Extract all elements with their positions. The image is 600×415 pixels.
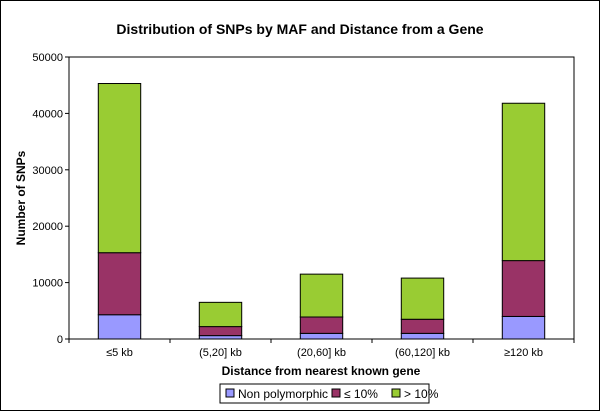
bar-segment [501, 315, 546, 340]
y-axis-ticks: 0 10000 20000 30000 40000 50000 [32, 52, 69, 346]
bar-segment [198, 335, 243, 340]
y-tick-label: 0 [57, 334, 63, 346]
legend-label: ≤ 10% [344, 387, 378, 401]
bar-segment [97, 252, 142, 316]
bar-segment [299, 332, 344, 340]
x-tick-label: ≤5 kb [106, 347, 133, 359]
bar-segment [97, 83, 142, 254]
x-axis-label: Distance from nearest known gene [222, 364, 421, 378]
y-tick-label: 30000 [32, 165, 63, 177]
legend-label: > 10% [404, 387, 439, 401]
x-tick-label: (60,120] kb [395, 347, 450, 359]
bar-segment [299, 273, 344, 318]
legend-box [219, 383, 430, 404]
legend-swatch [391, 388, 401, 398]
legend-swatch [225, 388, 235, 398]
y-tick-label: 40000 [32, 108, 63, 120]
legend: Non polymorphic ≤ 10% > 10% [219, 383, 439, 404]
y-tick-label: 20000 [32, 221, 63, 233]
x-tick-label: ≥120 kb [504, 347, 543, 359]
bar-segment [400, 332, 445, 340]
y-tick-label: 50000 [32, 52, 63, 64]
bars-group [97, 83, 546, 340]
bar-segment [501, 102, 546, 262]
bar-segment [400, 318, 445, 334]
y-axis-label: Number of SNPs [14, 150, 28, 245]
chart-title: Distribution of SNPs by MAF and Distance… [116, 21, 483, 37]
bar-segment [198, 301, 243, 328]
bar-segment [400, 277, 445, 320]
x-axis-ticks: ≤5 kb (5,20] kb (20,60] kb (60,120] kb ≥120 … [68, 339, 575, 359]
bar-segment [501, 260, 546, 317]
x-tick-label: (5,20] kb [199, 347, 242, 359]
bar-segment [198, 326, 243, 337]
legend-swatch [331, 388, 341, 398]
legend-label: Non polymorphic [238, 387, 328, 401]
x-tick-label: (20,60] kb [297, 347, 346, 359]
bar-segment [97, 314, 142, 340]
y-tick-label: 10000 [32, 278, 63, 290]
bar-segment [299, 316, 344, 334]
